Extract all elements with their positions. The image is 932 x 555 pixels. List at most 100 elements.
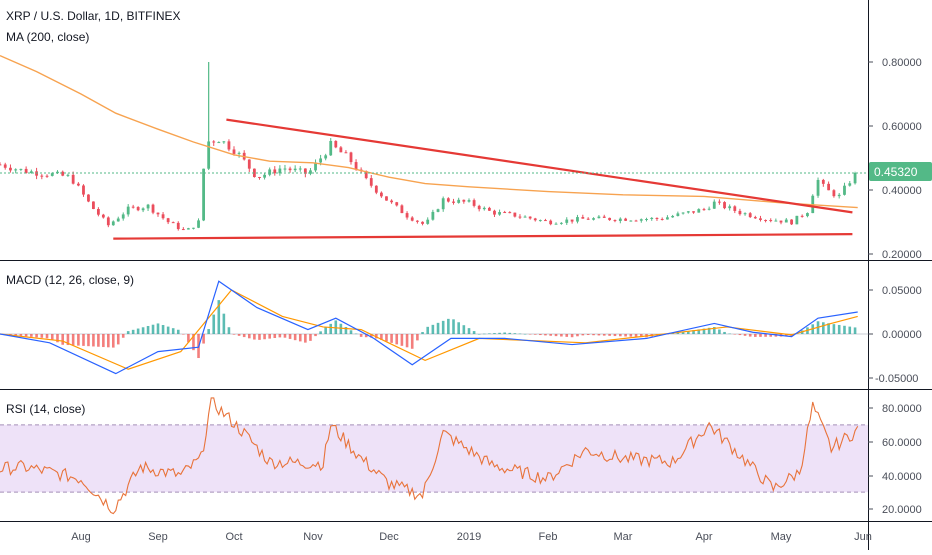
candle-body (697, 209, 701, 213)
candle-body (131, 206, 135, 208)
macd-histogram-bar (390, 334, 393, 343)
candle (121, 212, 125, 221)
candle-body (784, 219, 788, 223)
candle-body (544, 220, 547, 222)
rsi-indicator-label[interactable]: RSI (14, close) (6, 402, 85, 416)
candle-body (764, 220, 767, 222)
candle (421, 221, 424, 226)
candle (779, 220, 783, 225)
macd-histogram-bar (549, 334, 552, 336)
candle-body (533, 218, 537, 221)
macd-histogram-bar (66, 334, 70, 346)
candle (96, 207, 100, 217)
rsi-axis[interactable]: 80.0000 60.0000 40.0000 20.0000 (868, 403, 922, 516)
candle-body (800, 215, 804, 217)
macd-axis[interactable]: 0.05000 0.00000 -0.05000 (868, 285, 922, 385)
macd-histogram-bar (319, 331, 322, 334)
candle-body (354, 162, 358, 170)
macd-histogram-bar (288, 334, 292, 339)
candle (436, 208, 440, 213)
time-axis[interactable]: Aug Sep Oct Nov Dec 2019 Feb Mar Apr May… (71, 531, 872, 543)
macd-tick-label: 0.05000 (882, 285, 922, 297)
ma-indicator-label[interactable]: MA (200, close) (6, 30, 89, 44)
macd-histogram-bar (111, 334, 115, 348)
macd-histogram-bar (410, 334, 414, 349)
macd-histogram-bar (354, 333, 358, 335)
candle (405, 211, 409, 220)
candle-body (385, 196, 388, 201)
candle-body (227, 141, 231, 150)
candle-body (288, 168, 292, 171)
price-axis[interactable]: 0.80000 0.60000 0.40000 0.20000 (868, 57, 922, 261)
macd-histogram-bar (544, 334, 547, 336)
macd-histogram-bar (349, 330, 353, 334)
macd-indicator-label[interactable]: MACD (12, 26, close, 9) (6, 273, 134, 287)
macd-histogram-bar (329, 323, 333, 334)
macd-histogram-bar (92, 334, 95, 347)
candle-body (671, 215, 675, 218)
candle (503, 210, 507, 214)
macd-histogram-bar (472, 331, 476, 334)
candle-body (549, 220, 553, 225)
candle-body (329, 140, 333, 156)
candle-body (212, 141, 216, 143)
candle-body (339, 147, 343, 153)
candle-body (837, 194, 841, 197)
candle-body (431, 211, 435, 220)
candle (324, 153, 328, 161)
trendlines[interactable] (113, 118, 853, 240)
candle-body (753, 217, 757, 219)
macd-histogram-bar (769, 334, 773, 337)
candle (816, 177, 820, 198)
candle (592, 217, 595, 221)
macd-histogram-bar (528, 334, 532, 335)
candle (452, 198, 455, 205)
candle (283, 164, 287, 172)
macd-histogram-bar (375, 334, 378, 339)
candle-body (477, 205, 481, 210)
candle (156, 212, 160, 217)
candle (634, 219, 638, 222)
macd-tick-label: 0.00000 (882, 329, 922, 341)
symbol-title[interactable]: XRP / U.S. Dollar, 1D, BITFINEX (6, 9, 181, 23)
candle (288, 166, 292, 173)
macd-histogram-bar (597, 334, 601, 336)
candle-body (237, 152, 241, 154)
candle-body (436, 209, 440, 212)
candle (853, 171, 857, 185)
candle-body (769, 220, 773, 222)
macd-tick-label: -0.05000 (875, 373, 918, 385)
candle-body (344, 152, 348, 154)
candle-body (508, 212, 512, 214)
macd-histogram-bar (14, 334, 17, 336)
candle (187, 227, 190, 230)
macd-histogram-bar (166, 326, 170, 334)
macd-histogram-bar (436, 322, 440, 334)
candle (111, 220, 115, 226)
candle-body (629, 220, 633, 222)
macd-histogram-bar (416, 334, 419, 341)
candle-body (273, 169, 277, 174)
candle (344, 150, 348, 154)
candle-body (35, 171, 38, 176)
time-label: Oct (225, 531, 242, 543)
macd-histogram-bar (639, 334, 643, 338)
macd-histogram-bar (364, 334, 368, 338)
candle-body (19, 168, 23, 170)
trendline-support (113, 233, 853, 240)
macd-histogram-bar (748, 334, 752, 337)
candle-body (29, 171, 33, 174)
candle (581, 214, 585, 219)
candle (457, 197, 461, 204)
candle-body (554, 223, 558, 225)
last-price-value: 0.45320 (874, 165, 918, 179)
candle-body (156, 212, 160, 215)
rsi-tick-label: 20.0000 (882, 504, 922, 516)
macd-histogram-bar (56, 334, 59, 343)
macd-histogram-bar (426, 326, 430, 334)
candle-body (655, 217, 659, 219)
macd-histogram-bar (298, 334, 302, 342)
macd-histogram-bar (712, 327, 716, 334)
